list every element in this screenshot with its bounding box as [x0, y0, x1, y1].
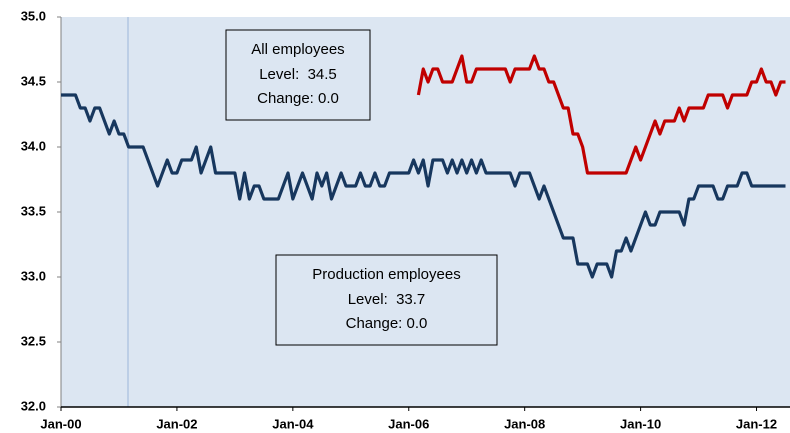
annotation-text: Change: 0.0	[257, 90, 339, 107]
y-tick-label: 32.5	[21, 333, 46, 348]
annotation-text: Level: 34.5	[259, 66, 337, 83]
data-layer	[61, 54, 786, 279]
annotation-box	[225, 29, 371, 121]
y-tick-label: 34.0	[21, 138, 46, 153]
annotation-text: Change: 0.0	[346, 315, 428, 332]
x-tick-label: Jan-04	[272, 416, 314, 431]
annotation-box	[275, 254, 498, 346]
annotation-title: Production employees	[312, 266, 460, 283]
x-tick-label: Jan-10	[620, 416, 661, 431]
series-line	[416, 54, 786, 175]
annotation-text: Level: 33.7	[348, 291, 426, 308]
y-tick-label: 32.0	[21, 398, 46, 413]
x-tick-label: Jan-02	[156, 416, 197, 431]
y-tick-label: 33.5	[21, 203, 46, 218]
x-tick-label: Jan-06	[388, 416, 429, 431]
y-tick-label: 33.0	[21, 268, 46, 283]
y-tick-label: 34.5	[21, 73, 46, 88]
series-line	[61, 93, 786, 279]
x-tick-label: Jan-00	[40, 416, 81, 431]
x-tick-label: Jan-12	[736, 416, 777, 431]
annotation-title: All employees	[251, 41, 344, 58]
x-tick-label: Jan-08	[504, 416, 545, 431]
y-tick-label: 35.0	[21, 8, 46, 23]
